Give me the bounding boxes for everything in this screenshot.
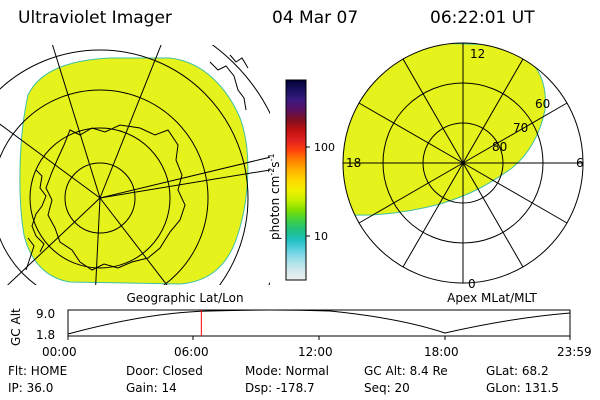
- xtick-0000: 00:00: [42, 345, 77, 359]
- aurora-region-left: [19, 57, 249, 285]
- alt-ylabel: GC Alt: [9, 308, 23, 346]
- xtick-2359: 23:59: [557, 345, 592, 359]
- coastlines: [25, 54, 249, 271]
- alt-ymax: 9.0: [36, 307, 55, 321]
- mlt-label-6: 6: [576, 156, 584, 170]
- mlt-label-18: 18: [346, 156, 361, 170]
- status-ip: IP: 36.0: [8, 381, 54, 395]
- date-label: 04 Mar 07: [272, 8, 359, 28]
- status-mode: Mode: Normal: [245, 364, 329, 378]
- dial-spokes: [343, 43, 583, 283]
- apex-label: Apex MLat/MLT: [447, 291, 537, 305]
- time-label: 06:22:01 UT: [430, 8, 535, 28]
- status-glon: GLon: 131.5: [486, 381, 559, 395]
- status-gain: Gain: 14: [126, 381, 177, 395]
- status-dsp: Dsp: -178.7: [245, 381, 315, 395]
- xtick-1800: 18:00: [424, 345, 459, 359]
- alt-ymin: 1.8: [36, 328, 55, 342]
- xtick-0600: 06:00: [174, 345, 209, 359]
- magnetic-dial: 12 18 6 0 60 70 80 Apex MLat/MLT: [342, 42, 584, 305]
- mlt-label-12: 12: [470, 47, 485, 61]
- colorbar-tick-100: 100: [314, 141, 335, 154]
- colorbar-gradient-rect: [285, 79, 307, 281]
- mlat-label-70: 70: [513, 121, 528, 135]
- meridians: [0, 45, 270, 285]
- status-gc-alt: GC Alt: 8.4 Re: [364, 364, 448, 378]
- altitude-plot: GC Alt 9.0 1.8 00:00 06:00 12:00 18:00 2…: [9, 307, 592, 359]
- mlt-label-0: 0: [468, 277, 476, 291]
- status-glat: GLat: 68.2: [486, 364, 549, 378]
- geo-label: Geographic Lat/Lon: [126, 291, 243, 305]
- status-door: Door: Closed: [126, 364, 203, 378]
- colorbar-tick-10: 10: [314, 230, 328, 243]
- geographic-map: Geographic Lat/Lon: [0, 45, 270, 305]
- status-seq: Seq: 20: [364, 381, 410, 395]
- status-flight: Flt: HOME: [8, 364, 68, 378]
- xtick-1200: 12:00: [298, 345, 333, 359]
- altitude-curve: [67, 309, 571, 335]
- mlat-label-60: 60: [535, 97, 550, 111]
- app-title: Ultraviolet Imager: [18, 8, 172, 28]
- lat-circles: [0, 45, 270, 285]
- colorbar: 100 10 photon cm-2s-1: [267, 79, 335, 281]
- mlat-label-80: 80: [492, 140, 507, 154]
- colorbar-unit-label: photon cm-2s-1: [267, 153, 282, 240]
